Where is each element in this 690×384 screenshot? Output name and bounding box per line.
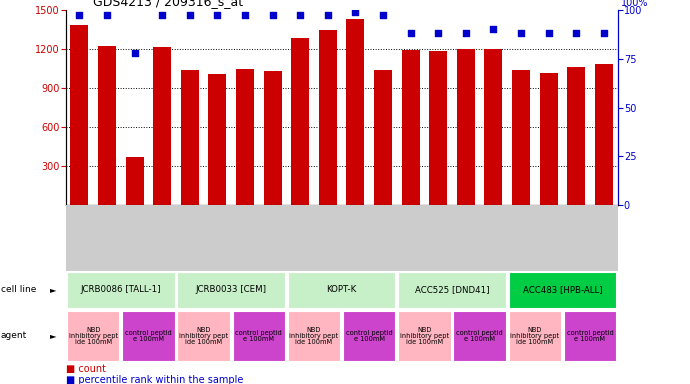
Text: ►: ► bbox=[50, 331, 57, 341]
Text: NBD
inhibitory pept
ide 100mM: NBD inhibitory pept ide 100mM bbox=[510, 326, 560, 346]
Text: ACC483 [HPB-ALL]: ACC483 [HPB-ALL] bbox=[522, 285, 602, 295]
FancyBboxPatch shape bbox=[509, 272, 616, 308]
FancyBboxPatch shape bbox=[67, 272, 175, 308]
Bar bbox=[291, 38, 309, 205]
Point bbox=[350, 8, 361, 15]
Point bbox=[488, 26, 499, 32]
Text: KOPT-K: KOPT-K bbox=[326, 285, 357, 295]
FancyBboxPatch shape bbox=[233, 311, 285, 361]
Text: control peptid
e 100mM: control peptid e 100mM bbox=[346, 330, 393, 342]
Text: ■ percentile rank within the sample: ■ percentile rank within the sample bbox=[66, 375, 243, 384]
FancyBboxPatch shape bbox=[67, 311, 119, 361]
Text: GSM542401: GSM542401 bbox=[461, 207, 471, 254]
FancyBboxPatch shape bbox=[288, 272, 395, 308]
Text: GDS4213 / 209316_s_at: GDS4213 / 209316_s_at bbox=[93, 0, 244, 8]
Text: 100%: 100% bbox=[621, 0, 649, 8]
Bar bbox=[264, 71, 282, 205]
Text: GSM542398: GSM542398 bbox=[378, 207, 388, 254]
Point bbox=[129, 50, 140, 56]
Point bbox=[239, 12, 250, 18]
Text: GSM542405: GSM542405 bbox=[571, 207, 581, 254]
Text: NBD
inhibitory pept
ide 100mM: NBD inhibitory pept ide 100mM bbox=[400, 326, 449, 346]
Point bbox=[515, 30, 526, 36]
Point bbox=[184, 12, 195, 18]
Point bbox=[157, 12, 168, 18]
Point bbox=[212, 12, 223, 18]
Bar bbox=[457, 50, 475, 205]
Text: GSM542406: GSM542406 bbox=[599, 207, 609, 254]
Text: control peptid
e 100mM: control peptid e 100mM bbox=[235, 330, 282, 342]
Point bbox=[267, 12, 278, 18]
Text: GSM542402: GSM542402 bbox=[489, 207, 498, 254]
FancyBboxPatch shape bbox=[122, 311, 175, 361]
Bar bbox=[208, 74, 226, 205]
Text: control peptid
e 100mM: control peptid e 100mM bbox=[566, 330, 613, 342]
Point bbox=[74, 12, 85, 18]
Bar bbox=[319, 30, 337, 205]
Text: GSM518496: GSM518496 bbox=[75, 207, 84, 254]
Bar bbox=[484, 50, 502, 205]
Text: agent: agent bbox=[1, 331, 27, 341]
FancyBboxPatch shape bbox=[343, 311, 395, 361]
Bar bbox=[236, 69, 254, 205]
Text: NBD
inhibitory pept
ide 100mM: NBD inhibitory pept ide 100mM bbox=[179, 326, 228, 346]
Text: NBD
inhibitory pept
ide 100mM: NBD inhibitory pept ide 100mM bbox=[289, 326, 339, 346]
Text: JCRB0086 [TALL-1]: JCRB0086 [TALL-1] bbox=[81, 285, 161, 295]
Text: GSM542399: GSM542399 bbox=[295, 207, 305, 254]
Point bbox=[571, 30, 582, 36]
FancyBboxPatch shape bbox=[509, 311, 561, 361]
Bar bbox=[567, 67, 585, 205]
Text: GSM518495: GSM518495 bbox=[157, 207, 167, 254]
Point bbox=[377, 12, 388, 18]
Point bbox=[295, 12, 306, 18]
Point bbox=[598, 30, 609, 36]
Text: GSM542397: GSM542397 bbox=[351, 207, 360, 254]
Bar bbox=[402, 50, 420, 205]
Bar bbox=[98, 46, 116, 205]
Text: GSM518497: GSM518497 bbox=[102, 207, 112, 254]
Bar bbox=[374, 70, 392, 205]
Text: GSM542404: GSM542404 bbox=[433, 207, 443, 254]
Text: NBD
inhibitory pept
ide 100mM: NBD inhibitory pept ide 100mM bbox=[68, 326, 118, 346]
Bar bbox=[540, 73, 558, 205]
FancyBboxPatch shape bbox=[177, 272, 285, 308]
FancyBboxPatch shape bbox=[288, 311, 340, 361]
Bar bbox=[512, 70, 530, 205]
Text: GSM542403: GSM542403 bbox=[406, 207, 415, 254]
Point bbox=[101, 12, 112, 18]
Bar bbox=[429, 51, 447, 205]
Text: control peptid
e 100mM: control peptid e 100mM bbox=[456, 330, 503, 342]
Text: GSM542395: GSM542395 bbox=[185, 207, 195, 254]
FancyBboxPatch shape bbox=[453, 311, 506, 361]
Text: GSM518494: GSM518494 bbox=[130, 207, 139, 254]
Text: GSM542400: GSM542400 bbox=[323, 207, 333, 254]
Point bbox=[433, 30, 444, 36]
Bar bbox=[181, 70, 199, 205]
Text: control peptid
e 100mM: control peptid e 100mM bbox=[125, 330, 172, 342]
Bar bbox=[126, 157, 144, 205]
Point bbox=[322, 12, 333, 18]
FancyBboxPatch shape bbox=[398, 272, 506, 308]
Text: GSM542408: GSM542408 bbox=[544, 207, 553, 254]
FancyBboxPatch shape bbox=[398, 311, 451, 361]
Text: GSM542407: GSM542407 bbox=[516, 207, 526, 254]
Bar bbox=[346, 19, 364, 205]
Bar bbox=[153, 47, 171, 205]
FancyBboxPatch shape bbox=[564, 311, 616, 361]
Text: ►: ► bbox=[50, 285, 57, 295]
Text: ■ count: ■ count bbox=[66, 364, 106, 374]
Text: cell line: cell line bbox=[1, 285, 36, 295]
Bar bbox=[70, 25, 88, 205]
Text: GSM542393: GSM542393 bbox=[240, 207, 250, 254]
Text: GSM542394: GSM542394 bbox=[268, 207, 277, 254]
FancyBboxPatch shape bbox=[177, 311, 230, 361]
Text: JCRB0033 [CEM]: JCRB0033 [CEM] bbox=[196, 285, 266, 295]
Point bbox=[543, 30, 554, 36]
Point bbox=[460, 30, 471, 36]
Text: GSM542396: GSM542396 bbox=[213, 207, 222, 254]
Text: ACC525 [DND41]: ACC525 [DND41] bbox=[415, 285, 489, 295]
Point bbox=[405, 30, 416, 36]
Bar bbox=[595, 64, 613, 205]
